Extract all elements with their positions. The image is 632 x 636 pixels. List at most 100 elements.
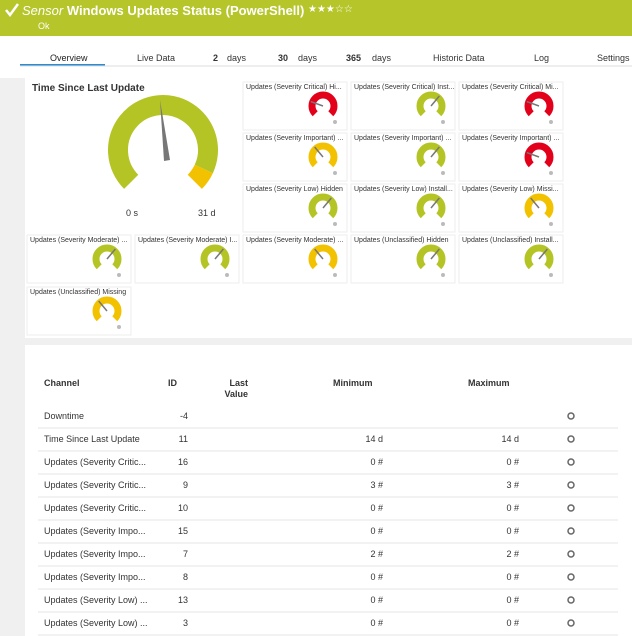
tab[interactable]: Log [534,53,550,63]
small-gauge-needle [430,248,440,260]
gauge-cell [26,234,132,284]
small-gauge-needle [430,197,440,209]
gauge-icon [441,222,445,226]
gauge-label: Updates (Severity Low) Missi... [462,186,559,193]
settings-icon[interactable] [567,504,575,512]
small-gauge-needle [530,197,540,209]
gauge-label: Updates (Severity Important) ... [354,135,452,142]
gauge-label: Updates (Severity Important) ... [462,135,560,142]
small-gauge-arc [524,193,554,219]
tab-unit[interactable]: days [298,53,318,63]
gauge-label: Updates (Severity Critical) Inst... [354,84,455,91]
sensor-title: Windows Updates Status (PowerShell) [66,3,305,18]
small-gauge-needle [314,248,324,260]
gauge-label: Updates (Unclassified) Hidden [354,237,449,244]
cell-maximum: 3 # [506,480,519,490]
gauge-icon [441,120,445,124]
gauge-label: Updates (Severity Important) ... [246,135,344,142]
cell-channel: Updates (Severity Low) ... [44,618,148,628]
cell-maximum: 0 # [506,457,519,467]
cell-minimum: 0 # [370,572,383,582]
column-header[interactable]: Maximum [468,378,510,388]
cell-minimum: 0 # [370,595,383,605]
small-gauge-arc [308,193,338,219]
column-header[interactable]: Channel [44,378,80,388]
gauge-cell [350,81,456,131]
cell-minimum: 0 # [370,503,383,513]
small-gauge-needle [98,300,108,312]
settings-icon[interactable] [567,619,575,627]
small-gauge-arc [308,91,338,117]
gauge-cell [242,81,348,131]
gauge-label: Updates (Severity Low) Hidden [246,186,343,193]
tab-unit[interactable]: days [372,53,392,63]
cell-id: 11 [178,434,188,444]
gauge-cell [26,286,132,336]
table-panel [25,345,632,636]
tab[interactable]: Live Data [137,53,176,63]
gauge-cell [242,234,348,284]
gauge-arc-warn [187,164,213,189]
cell-id: 9 [182,480,188,490]
tab[interactable]: Settings [597,53,630,63]
cell-id: 3 [182,618,188,628]
gauge-max: 31 d [198,208,216,218]
tab-number[interactable]: 30 [278,53,289,63]
cell-channel: Updates (Severity Critic... [44,457,147,467]
gauge-min: 0 s [126,208,139,218]
gauge-icon [117,273,121,277]
tab-bar [0,36,632,78]
tab[interactable]: Historic Data [433,53,485,63]
gauge-icon [549,120,553,124]
tab[interactable]: Overview [50,53,88,63]
cell-maximum: 2 # [506,549,519,559]
gauge-icon [549,273,553,277]
gauge-cell [134,234,240,284]
gauge-cell [350,234,456,284]
settings-icon[interactable] [567,550,575,558]
settings-icon[interactable] [567,458,575,466]
small-gauge-arc [416,142,446,168]
gauge-arc [108,95,218,189]
small-gauge-needle [310,100,324,107]
column-header[interactable]: ID [168,378,177,388]
cell-id: 13 [177,595,188,605]
gauge-label: Updates (Severity Critical) Hi... [246,84,342,91]
settings-icon[interactable] [567,596,575,604]
tab-number[interactable]: 365 [346,53,362,63]
cell-id: 8 [182,572,188,582]
gauge-label: Updates (Severity Moderate) ... [30,237,128,244]
gauge-cell [350,132,456,182]
small-gauge-arc [524,244,554,270]
stars: ★★★☆☆ [308,4,353,15]
settings-icon[interactable] [567,412,575,420]
small-gauge-arc [92,244,122,270]
gauge-icon [441,273,445,277]
sensor-label: Sensor [22,3,64,18]
settings-icon[interactable] [567,527,575,535]
column-header[interactable]: Last Value [224,378,248,399]
gauge-cell [458,183,564,233]
column-header[interactable]: Minimum [333,378,373,388]
settings-icon[interactable] [567,435,575,443]
tab-unit[interactable]: days [227,53,247,63]
title-row: Sensor Windows Updates Status (PowerShel… [22,3,304,19]
small-gauge-arc [92,296,122,322]
cell-channel: Updates (Severity Impo... [44,549,146,559]
cell-maximum: 0 # [506,503,519,513]
settings-icon[interactable] [567,481,575,489]
check-icon [5,3,20,18]
cell-channel: Updates (Severity Impo... [44,572,146,582]
gauge-icon [549,222,553,226]
cell-id: 7 [182,549,188,559]
cell-minimum: 0 # [370,618,383,628]
cell-minimum: 0 # [370,526,383,536]
cell-channel: Updates (Severity Critic... [44,480,147,490]
cell-minimum: 2 # [370,549,383,559]
gauge-cell [458,81,564,131]
tab-number[interactable]: 2 [213,53,219,63]
settings-icon[interactable] [567,573,575,581]
gauge-cell [458,132,564,182]
cell-minimum: 0 # [370,457,383,467]
